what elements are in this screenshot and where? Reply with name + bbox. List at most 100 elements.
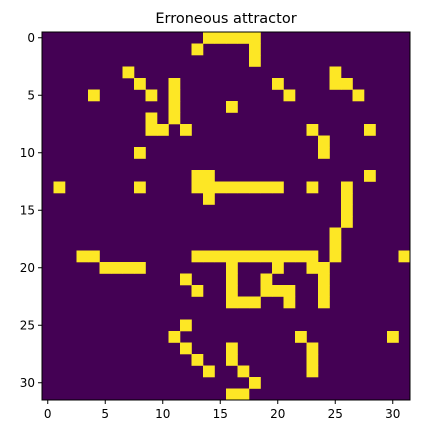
y-tick-label: 10 — [20, 146, 35, 160]
heatmap-cell — [203, 193, 215, 205]
x-tick-label: 15 — [213, 407, 228, 421]
y-tick-label: 0 — [27, 31, 35, 45]
heatmap-cell — [283, 285, 296, 297]
heatmap-cell — [111, 262, 123, 274]
heatmap-cell — [226, 273, 238, 286]
heatmap-cell — [214, 181, 227, 194]
heatmap-cell — [341, 204, 353, 217]
heatmap-cell — [203, 181, 215, 194]
heatmap-cell — [306, 354, 319, 366]
heatmap-cell — [191, 250, 204, 263]
heatmap-cell — [387, 331, 399, 343]
heatmap-cell — [260, 285, 273, 297]
chart-title: Erroneous attractor — [155, 11, 296, 27]
heatmap-cell — [329, 66, 342, 79]
heatmap-cell — [226, 250, 238, 263]
heatmap-cell — [249, 377, 261, 389]
heatmap-cell — [180, 273, 192, 286]
heatmap-cell — [272, 262, 284, 274]
heatmap-cell — [329, 78, 342, 90]
heatmap-cell — [191, 285, 204, 297]
heatmap-cell — [226, 285, 238, 297]
x-tick-label: 5 — [101, 407, 109, 421]
x-tick-label: 25 — [328, 407, 343, 421]
heatmap-cell — [364, 170, 376, 182]
heatmap-cell — [306, 181, 319, 194]
heatmap-cell — [134, 181, 146, 194]
heatmap-cell — [249, 43, 261, 56]
y-tick-label: 15 — [20, 203, 35, 217]
y-tick-label: 25 — [20, 318, 35, 332]
heatmap-cell — [295, 331, 307, 343]
heatmap-cell — [272, 78, 284, 90]
heatmap-cell — [157, 124, 169, 136]
heatmap-cell — [134, 147, 146, 159]
heatmap-cell — [306, 124, 319, 136]
heatmap-cell — [341, 181, 353, 194]
y-tick-label: 20 — [20, 261, 35, 275]
heatmap-cell — [341, 193, 353, 205]
heatmap-cell — [237, 32, 250, 44]
x-tick-label: 30 — [385, 407, 400, 421]
heatmap-cell — [53, 181, 66, 194]
heatmap-cell — [306, 342, 319, 355]
heatmap-cell — [226, 181, 238, 194]
heatmap-cell — [191, 170, 204, 182]
heatmap-cell — [329, 239, 342, 251]
y-tick-label: 30 — [20, 376, 35, 390]
heatmap-cell — [76, 250, 89, 263]
plot-frame — [41, 31, 411, 401]
axis-ticks: 0 5 10 15 20 25 30 0 5 10 15 20 25 30 — [20, 31, 401, 421]
heatmap-cell — [168, 331, 181, 343]
x-tick-label: 10 — [155, 407, 170, 421]
x-tick-label: 20 — [270, 407, 285, 421]
heatmap-cell — [237, 296, 250, 309]
heatmap-cell — [237, 388, 250, 401]
heatmap-cell — [191, 354, 204, 366]
heatmap-cell — [180, 342, 192, 355]
heatmap-cell — [318, 262, 330, 274]
heatmap-cell — [352, 89, 365, 102]
heatmap-cell — [249, 296, 261, 309]
heatmap-cell — [283, 89, 296, 102]
heatmap-cell — [398, 250, 411, 263]
heatmap-cell — [191, 181, 204, 194]
heatmap-cell — [191, 43, 204, 56]
heatmap-cell — [203, 170, 215, 182]
heatmap-cell — [226, 101, 238, 113]
heatmap-cell — [88, 89, 100, 102]
heatmap-cell — [99, 262, 112, 274]
heatmap-cell — [329, 227, 342, 240]
heatmap-cells — [42, 32, 411, 401]
heatmap-cell — [203, 365, 215, 378]
heatmap-cell — [341, 78, 353, 90]
heatmap-cell — [203, 250, 215, 263]
heatmap-cell — [180, 124, 192, 136]
heatmap-cell — [318, 147, 330, 159]
heatmap-cell — [226, 342, 238, 355]
heatmap-cell — [249, 32, 261, 44]
heatmap-cell — [260, 273, 273, 286]
heatmap-cell — [283, 296, 296, 309]
heatmap-cell — [249, 250, 261, 263]
heatmap-cell — [306, 250, 319, 263]
heatmap-cell — [122, 66, 135, 79]
heatmap-cell — [122, 262, 135, 274]
heatmap-cell — [272, 250, 284, 263]
heatmap-cell — [226, 262, 238, 274]
heatmap-cell — [237, 250, 250, 263]
heatmap-cell — [341, 216, 353, 228]
heatmap-cell — [168, 89, 181, 102]
heatmap-cell — [168, 101, 181, 113]
heatmap-cell — [145, 124, 158, 136]
heatmap-cell — [226, 354, 238, 366]
heatmap-cell — [214, 250, 227, 263]
heatmap-cell — [145, 89, 158, 102]
heatmap-cell — [145, 112, 158, 125]
y-tick-label: 5 — [27, 88, 35, 102]
heatmap-cell — [260, 181, 273, 194]
heatmap-cell — [318, 273, 330, 286]
heatmap-cell — [306, 262, 319, 274]
heatmap-cell — [306, 365, 319, 378]
